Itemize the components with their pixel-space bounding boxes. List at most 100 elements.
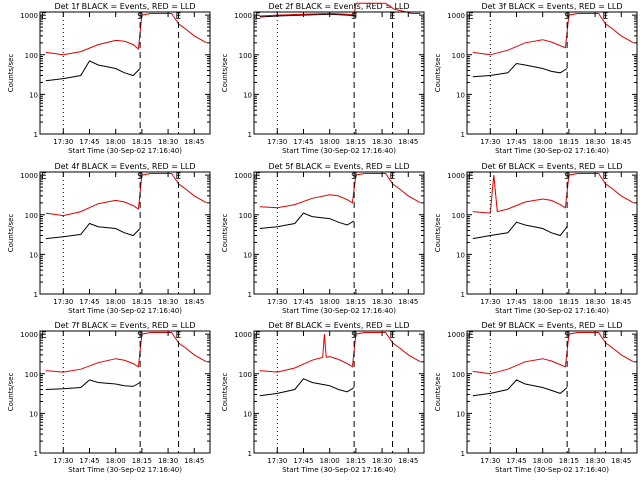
x-tick-label: 18:15: [132, 138, 152, 146]
marker-label: E: [41, 12, 47, 22]
x-tick-label: 17:45: [79, 457, 99, 465]
panel-title: Det 2f BLACK = Events, RED = LLD: [268, 2, 409, 11]
y-tick-label: 10: [29, 91, 38, 99]
events-line: [259, 212, 355, 229]
x-tick-label: 18:15: [346, 138, 366, 146]
marker-label: E: [176, 12, 182, 22]
marker-label: E: [390, 172, 396, 182]
marker-label: E: [603, 172, 609, 182]
x-tick-label: 18:45: [184, 138, 204, 146]
x-tick-label: 17:30: [53, 138, 73, 146]
x-tick-label: 18:30: [372, 457, 392, 465]
x-tick-label: 17:30: [53, 298, 73, 306]
y-tick-label: 1000: [234, 331, 252, 339]
plot-frame: [39, 11, 211, 135]
marker-label: S: [351, 331, 357, 341]
lld-line: [45, 332, 207, 373]
x-tick-label: 18:30: [585, 298, 605, 306]
x-tick-label: 18:45: [184, 457, 204, 465]
y-axis-label: Counts/sec: [7, 54, 15, 93]
y-tick-label: 10: [456, 410, 465, 418]
x-tick-label: 18:00: [533, 457, 553, 465]
x-tick-label: 17:45: [506, 457, 526, 465]
y-tick-label: 1000: [447, 331, 465, 339]
x-tick-label: 18:00: [106, 298, 126, 306]
x-tick-label: 17:45: [79, 138, 99, 146]
y-tick-label: 10: [29, 251, 38, 259]
marker-label: S: [137, 12, 143, 22]
marker-label: E: [255, 172, 261, 182]
events-line: [472, 221, 568, 240]
y-tick-label: 100: [239, 52, 252, 60]
lld-line: [259, 173, 421, 209]
x-tick-label: 17:30: [267, 298, 287, 306]
y-axis-label: Counts/sec: [7, 214, 15, 253]
x-tick-label: 18:30: [158, 298, 178, 306]
x-tick-label: 17:45: [506, 138, 526, 146]
y-axis-label: Counts/sec: [434, 54, 442, 93]
y-tick-label: 1000: [447, 12, 465, 20]
x-tick-label: 18:15: [559, 457, 579, 465]
x-tick-label: 18:00: [320, 138, 340, 146]
marker-label: E: [468, 12, 474, 22]
plot-frame: [253, 11, 425, 135]
x-tick-label: 18:45: [611, 138, 631, 146]
marker-label: E: [603, 331, 609, 341]
y-axis-label: Counts/sec: [221, 54, 229, 93]
x-tick-label: 17:30: [53, 457, 73, 465]
x-axis-label: Start Time (30-Sep-02 17:16:40): [68, 147, 182, 155]
x-tick-label: 17:45: [293, 457, 313, 465]
lld-line: [45, 13, 207, 56]
panel-title: Det 6f BLACK = Events, RED = LLD: [481, 162, 622, 171]
marker-label: S: [351, 12, 357, 22]
y-tick-label: 1: [248, 450, 252, 458]
x-tick-label: 18:30: [158, 457, 178, 465]
y-tick-label: 1: [461, 291, 465, 299]
marker-label: E: [41, 172, 47, 182]
x-tick-label: 18:30: [585, 457, 605, 465]
plot-frame: [39, 171, 211, 295]
y-tick-label: 1: [248, 131, 252, 139]
y-tick-label: 100: [452, 212, 465, 220]
x-axis-label: Start Time (30-Sep-02 17:16:40): [495, 466, 609, 474]
x-tick-label: 18:00: [106, 138, 126, 146]
y-axis-label: Counts/sec: [221, 214, 229, 253]
marker-label: E: [390, 331, 396, 341]
lld-line: [45, 173, 207, 217]
panel-title: Det 7f BLACK = Events, RED = LLD: [54, 321, 195, 330]
x-tick-label: 18:00: [533, 298, 553, 306]
x-tick-label: 17:30: [480, 138, 500, 146]
x-tick-label: 18:30: [158, 138, 178, 146]
y-tick-label: 10: [456, 251, 465, 259]
y-tick-label: 1000: [20, 331, 38, 339]
y-tick-label: 1: [248, 291, 252, 299]
marker-label: E: [468, 172, 474, 182]
x-tick-label: 17:45: [506, 298, 526, 306]
y-tick-label: 1000: [447, 172, 465, 180]
lld-line: [259, 332, 421, 373]
x-axis-label: Start Time (30-Sep-02 17:16:40): [282, 307, 396, 315]
plot-frame: [466, 11, 638, 135]
y-tick-label: 100: [25, 212, 38, 220]
panel-title: Det 9f BLACK = Events, RED = LLD: [481, 321, 622, 330]
plot-frame: [253, 171, 425, 295]
x-axis-label: Start Time (30-Sep-02 17:16:40): [68, 466, 182, 474]
y-tick-label: 100: [452, 371, 465, 379]
y-tick-label: 100: [25, 371, 38, 379]
events-line: [45, 60, 141, 82]
panel-title: Det 4f BLACK = Events, RED = LLD: [54, 162, 195, 171]
x-axis-label: Start Time (30-Sep-02 17:16:40): [495, 307, 609, 315]
y-tick-label: 10: [243, 91, 252, 99]
y-tick-label: 1: [34, 131, 38, 139]
x-tick-label: 17:30: [480, 457, 500, 465]
marker-label: E: [255, 12, 261, 22]
panel-title: Det 5f BLACK = Events, RED = LLD: [268, 162, 409, 171]
y-axis-label: Counts/sec: [434, 373, 442, 412]
y-tick-label: 1: [461, 450, 465, 458]
marker-label: S: [564, 172, 570, 182]
x-tick-label: 18:00: [533, 138, 553, 146]
